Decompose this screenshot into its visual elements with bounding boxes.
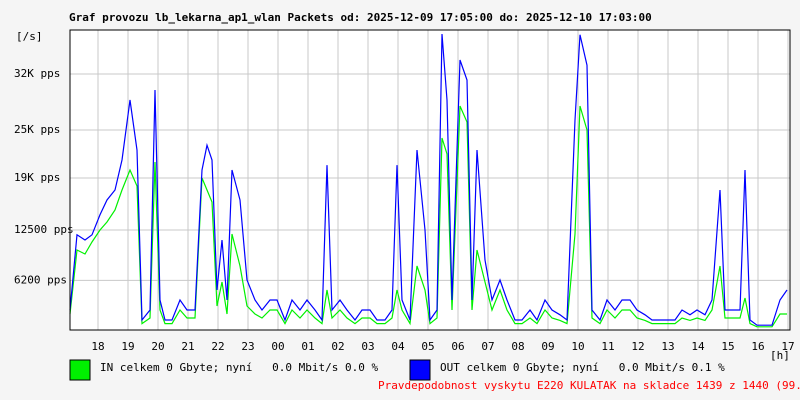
x-tick-label: 02	[331, 340, 344, 353]
x-axis-label: [h]	[770, 349, 790, 362]
x-tick-label: 14	[691, 340, 705, 353]
x-tick-label: 05	[421, 340, 434, 353]
x-tick-label: 19	[121, 340, 134, 353]
x-tick-label: 15	[721, 340, 734, 353]
x-tick-label: 04	[391, 340, 405, 353]
data-line	[69, 33, 788, 326]
x-tick-label: 10	[571, 340, 584, 353]
x-tick-label: 20	[151, 340, 164, 353]
x-tick-label: 03	[361, 340, 374, 353]
x-tick-label: 12	[631, 340, 644, 353]
x-tick-label: 13	[661, 340, 674, 353]
x-tick-label: 07	[481, 340, 494, 353]
footer-note: Pravdepodobnost vyskytu E220 KULATAK na …	[378, 379, 800, 392]
legend-swatch	[409, 359, 431, 381]
plot-area	[70, 30, 790, 330]
y-tick-label: 25K pps	[14, 123, 60, 136]
legend-swatch	[69, 359, 91, 381]
x-tick-label: 16	[751, 340, 764, 353]
legend-label: OUT celkem 0 Gbyte; nyní 0.0 Mbit/s 0.1 …	[440, 361, 725, 374]
x-tick-label: 09	[541, 340, 554, 353]
plot-frame	[69, 29, 791, 331]
x-tick-label: 18	[91, 340, 104, 353]
x-tick-label: 06	[451, 340, 464, 353]
x-tick-label: 22	[211, 340, 224, 353]
y-tick-label: 6200 pps	[14, 273, 67, 286]
y-tick-label: 32K pps	[14, 67, 60, 80]
legend-label: IN celkem 0 Gbyte; nyní 0.0 Mbit/s 0.0 %	[100, 361, 379, 374]
x-tick-label: 11	[601, 340, 614, 353]
x-tick-label: 21	[181, 340, 194, 353]
x-tick-label: 17	[781, 340, 794, 353]
x-tick-label: 23	[241, 340, 254, 353]
x-tick-label: 08	[511, 340, 524, 353]
data-line	[69, 105, 787, 328]
y-tick-label: 12500 pps	[14, 223, 74, 236]
x-tick-label: 00	[271, 340, 284, 353]
x-tick-label: 01	[301, 340, 314, 353]
chart-title: Graf provozu lb_lekarna_ap1_wlan Packets…	[69, 11, 652, 24]
y-tick-label: 19K pps	[14, 171, 60, 184]
y-axis-label: [/s]	[16, 30, 43, 43]
